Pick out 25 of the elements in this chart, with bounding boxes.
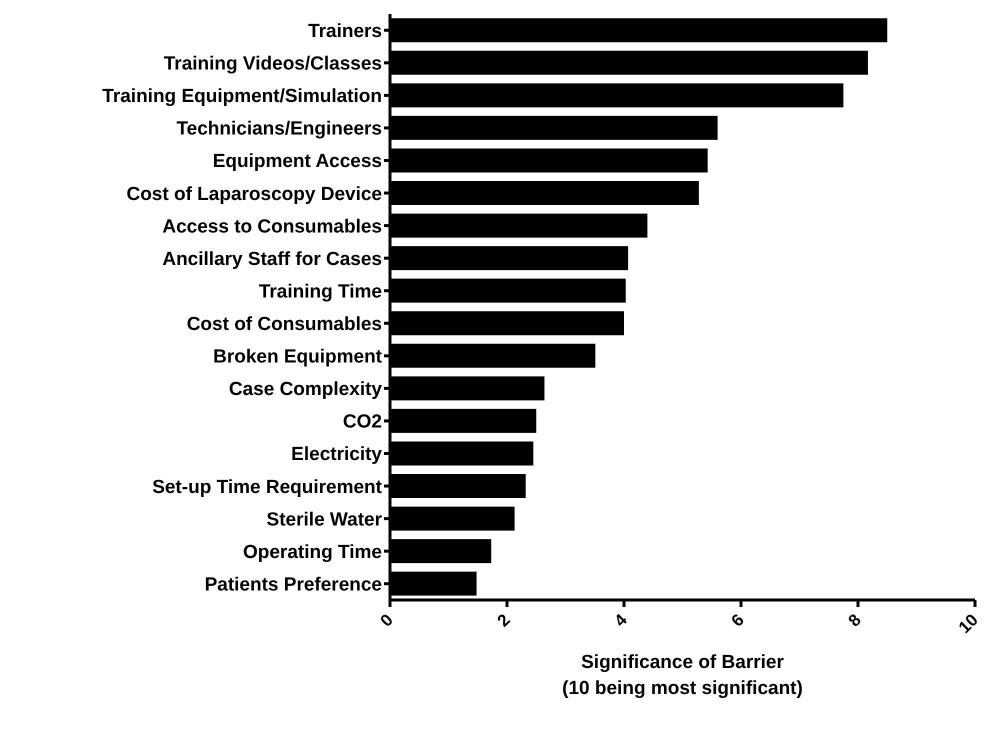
y-tick-label: Sterile Water	[266, 509, 383, 530]
y-tick-label: Trainers	[308, 21, 382, 42]
y-tick-label: Training Videos/Classes	[164, 54, 382, 75]
y-tick-label: Patients Preference	[204, 574, 382, 596]
x-tick-label: 0	[376, 610, 397, 630]
y-tick-label: Equipment Access	[212, 151, 382, 172]
x-tick-label: 8	[844, 610, 865, 630]
y-tick-label: Broken Equipment	[213, 346, 383, 368]
y-tick-label: Access to Consumables	[162, 216, 382, 238]
x-tick-label: 6	[728, 610, 748, 630]
y-tick-label: Training Time	[258, 281, 382, 302]
y-tick-label: Set-up Time Requirement	[152, 476, 383, 498]
y-tick-label: Cost of Laparoscopy Device	[126, 184, 382, 205]
y-tick-label: Electricity	[291, 444, 382, 466]
y-tick-label: Training Equipment/Simulation	[102, 86, 382, 108]
y-tick-label: Case Complexity	[228, 379, 382, 400]
x-tick-label: 10	[954, 610, 982, 638]
x-tick-label: 4	[610, 610, 632, 630]
y-tick-label: Technicians/Engineers	[176, 118, 382, 140]
y-tick-label: Ancillary Staff for Cases	[162, 248, 382, 270]
y-tick-label: Operating Time	[242, 542, 382, 563]
x-tick-label: 2	[494, 610, 514, 630]
y-tick-label: CO2	[342, 412, 382, 433]
x-axis-title: Significance of Barrier (10 being most significant)	[562, 652, 803, 699]
y-tick-label: Cost of Consumables	[186, 314, 382, 336]
